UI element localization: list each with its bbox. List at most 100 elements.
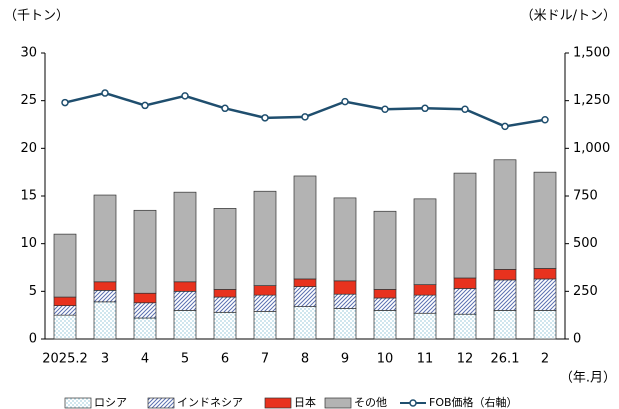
bar-segment — [133, 209, 157, 294]
bar-segment — [413, 294, 437, 314]
y-tick-label: 30 — [20, 46, 37, 61]
bar-segment — [133, 292, 157, 304]
line-marker — [381, 105, 389, 113]
legend-swatch — [324, 397, 352, 409]
legend-swatch — [264, 397, 292, 409]
bar-segment — [293, 306, 317, 340]
line-marker — [501, 122, 509, 131]
legend-label: 日本 — [294, 395, 316, 409]
x-tick-label: 26.1 — [491, 352, 520, 367]
x-tick-label: 12 — [457, 352, 474, 367]
line-marker — [261, 114, 269, 122]
line — [64, 91, 546, 128]
y2-tick-label: 250 — [573, 284, 598, 299]
y-tick-label: 25 — [20, 93, 37, 108]
y-tick-label: 0 — [29, 332, 37, 347]
bar-segment — [173, 191, 197, 283]
bar-segment — [333, 308, 357, 340]
x-tick-label: 3 — [101, 352, 109, 367]
x-tick-label: 10 — [377, 352, 394, 367]
bar-segment — [53, 314, 77, 340]
y-tick-label: 20 — [20, 141, 37, 156]
y2-axis-label: （米ドル/トン） — [521, 9, 616, 24]
y-tick-label: 5 — [29, 284, 37, 299]
legend-label: ロシア — [94, 396, 127, 409]
bar-segment — [453, 172, 477, 279]
legend-swatch — [64, 397, 92, 409]
x-tick-label: 7 — [261, 352, 269, 367]
bar-segment — [253, 190, 277, 286]
x-tick-label: 5 — [181, 352, 189, 367]
line-marker — [461, 105, 469, 113]
bar-segment — [293, 278, 317, 287]
y2-tick-label: 1,250 — [573, 93, 610, 108]
bar-segment — [133, 302, 157, 319]
bar-segment — [213, 311, 237, 340]
legend-marker — [409, 399, 417, 407]
x-tick-label: 2025.2 — [42, 352, 88, 367]
y-tick-label: 10 — [20, 236, 37, 251]
bar-segment — [533, 310, 557, 340]
bar-segment — [453, 313, 477, 340]
bar-segment — [453, 288, 477, 315]
bar-segment — [493, 279, 517, 311]
bar-segment — [293, 175, 317, 280]
legend-label: FOB価格（右軸） — [429, 395, 518, 409]
line-marker — [421, 104, 429, 113]
bar-segment — [493, 269, 517, 281]
line-marker — [341, 97, 349, 106]
x-tick-label: 9 — [341, 352, 349, 367]
y2-tick-label: 750 — [573, 189, 598, 204]
y2-tick-label: 0 — [573, 332, 581, 347]
bar-segment — [213, 208, 237, 290]
y2-tick-label: 1,000 — [573, 141, 610, 156]
bar-segment — [413, 312, 437, 340]
bar-segment — [213, 296, 237, 313]
x-tick-label: 4 — [141, 352, 149, 367]
bar-segment — [253, 294, 277, 312]
bar-segment — [373, 297, 397, 311]
bar-segment — [93, 194, 117, 283]
bar-segment — [93, 281, 117, 291]
bar-segment — [533, 171, 557, 269]
bar-segment — [453, 277, 477, 289]
bar-segment — [173, 290, 197, 311]
bar-segment — [413, 284, 437, 296]
line-marker — [221, 104, 229, 113]
bar-segment — [93, 301, 117, 340]
legend-label: その他 — [354, 396, 387, 409]
bar-segment — [493, 159, 517, 270]
bar-segment — [53, 305, 77, 316]
line-marker — [101, 89, 109, 97]
bar-segment — [53, 233, 77, 298]
bar-segment — [93, 290, 117, 303]
bar-segment — [213, 289, 237, 298]
line-marker — [181, 92, 189, 100]
line-marker — [301, 113, 309, 121]
bar-segment — [253, 311, 277, 340]
bar-segment — [253, 285, 277, 296]
bar-segment — [373, 289, 397, 299]
y2-tick-label: 1,500 — [573, 46, 610, 61]
line-marker — [61, 98, 69, 107]
x-tick-label: 11 — [417, 352, 434, 367]
y-tick-label: 15 — [20, 189, 37, 204]
bar-segment — [413, 198, 437, 286]
bar-segment — [133, 317, 157, 340]
bar-segment — [533, 268, 557, 280]
bar-segment — [53, 296, 77, 306]
line-marker — [141, 101, 149, 110]
bar-segment — [333, 197, 357, 282]
bar-segment — [493, 310, 517, 340]
bar-segment — [533, 278, 557, 311]
bar-segment — [173, 281, 197, 292]
bar-segment — [373, 310, 397, 340]
legend-label: インドネシア — [177, 396, 243, 409]
line-marker — [541, 115, 549, 124]
y-axis-label: （千トン） — [4, 9, 69, 24]
bar-segment — [373, 210, 397, 290]
x-axis-label: （年.月） — [560, 371, 616, 386]
legend-swatch — [147, 397, 175, 409]
bar-segment — [333, 280, 357, 295]
